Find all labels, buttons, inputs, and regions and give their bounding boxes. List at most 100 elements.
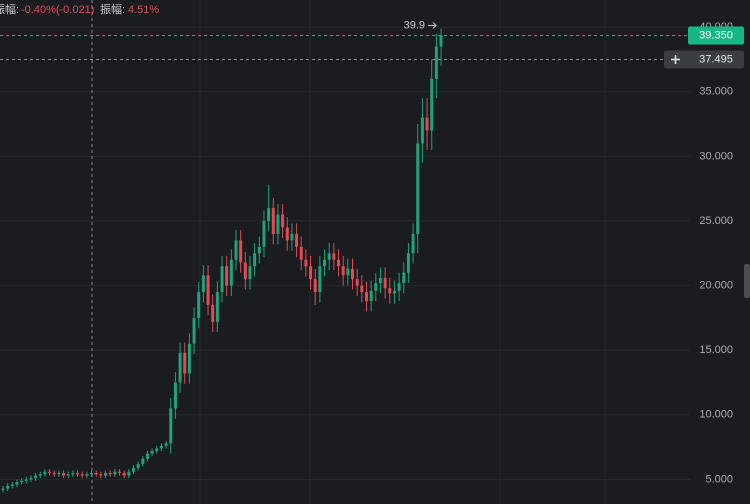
candle-body [420, 117, 424, 144]
candle-body [192, 317, 196, 344]
candle-body [243, 262, 247, 280]
candle-body [267, 208, 271, 221]
candle-body [127, 471, 131, 476]
candle-body [239, 240, 243, 263]
candle-body [10, 484, 14, 486]
candle-body [285, 227, 289, 241]
candle-body [234, 240, 238, 260]
header: 振幅: -0.40%(-0.021) 振幅: 4.51% [0, 2, 159, 16]
candle-body [388, 288, 392, 294]
candle-body [113, 471, 117, 475]
candle-body [364, 292, 368, 302]
candle-body [299, 246, 303, 260]
candle-body [20, 480, 24, 483]
candle-body [66, 474, 70, 476]
y-tick-label: 30.000 [699, 150, 733, 162]
header-label: 振幅: [100, 2, 125, 16]
candle-body [155, 448, 159, 452]
candle-body [57, 472, 61, 475]
candle-body [141, 458, 145, 464]
header-label: 振幅: [0, 2, 19, 16]
candle-body [369, 290, 373, 302]
candle-body [6, 485, 10, 489]
candle-body [15, 482, 19, 485]
high-marker-label: 39.9 [404, 19, 425, 31]
candle-body [173, 382, 177, 409]
candle-body [76, 472, 80, 475]
candle-body [337, 259, 341, 267]
candle-body [62, 472, 66, 476]
candle-body [94, 472, 98, 475]
candle-body [220, 266, 224, 293]
y-tick-label: 10.000 [699, 409, 733, 421]
candle-body [346, 268, 350, 276]
candle-body [80, 474, 84, 476]
candle-body [304, 259, 308, 267]
candle-body [164, 443, 168, 446]
candle-body [118, 471, 121, 473]
candle-body [215, 292, 219, 322]
candle-body [1, 488, 5, 490]
high-marker-arrowhead [432, 22, 437, 29]
vertical-grid [0, 0, 690, 504]
cursor-price-label: 37.495 [699, 53, 733, 65]
candle-body [43, 471, 47, 475]
candle-body [122, 472, 126, 476]
candle-body [257, 246, 261, 254]
candle-body [383, 277, 387, 289]
candle-body [136, 463, 140, 468]
candle-body [71, 472, 75, 475]
candle-body [323, 259, 327, 267]
side-handle[interactable] [744, 264, 750, 298]
candle-body [351, 268, 354, 280]
header-value: -0.40%(-0.021) [21, 4, 94, 16]
candle-body [108, 472, 112, 475]
candle-body [411, 233, 415, 254]
candle-body [211, 304, 215, 322]
candle-body [439, 35, 443, 47]
candle-body [434, 46, 438, 79]
cursor-price-tag [664, 50, 744, 69]
candle-body [360, 285, 364, 293]
candle-body [131, 467, 135, 472]
candle-body [178, 352, 182, 383]
candle-body [332, 253, 336, 260]
candle-body [145, 453, 149, 459]
candle-body [281, 214, 285, 228]
candle-body [197, 292, 201, 318]
candle-body [276, 214, 280, 234]
candle-body [85, 474, 89, 476]
candle-body [253, 253, 257, 267]
candle-body [295, 233, 299, 247]
y-tick-label: 35.000 [699, 86, 733, 98]
candle-body [229, 259, 233, 286]
candle-body [150, 451, 154, 454]
candle-body [99, 474, 103, 476]
y-tick-label: 15.000 [699, 344, 733, 356]
candle-body [402, 272, 406, 284]
candle-body [290, 233, 294, 241]
candle-body [183, 352, 187, 374]
candle-body [29, 478, 33, 480]
candle-body [187, 343, 191, 374]
header-value: 4.51% [128, 4, 159, 16]
candle-body [327, 253, 331, 260]
y-tick-label: 20.000 [699, 280, 733, 292]
candle-body [201, 275, 205, 293]
candle-body [24, 479, 28, 481]
candle-body [206, 275, 210, 305]
candle-body [392, 290, 396, 294]
candle-body [374, 283, 378, 291]
cursor-plus-icon [671, 55, 680, 65]
candle-body [378, 277, 382, 284]
candle-body [271, 208, 275, 234]
candle-body [169, 408, 173, 444]
candle-body [52, 472, 56, 475]
y-tick-label: 25.000 [699, 215, 733, 227]
candle-body [34, 475, 38, 479]
candle-body [104, 472, 108, 476]
candle-body [309, 266, 313, 280]
candle-body [430, 78, 434, 131]
